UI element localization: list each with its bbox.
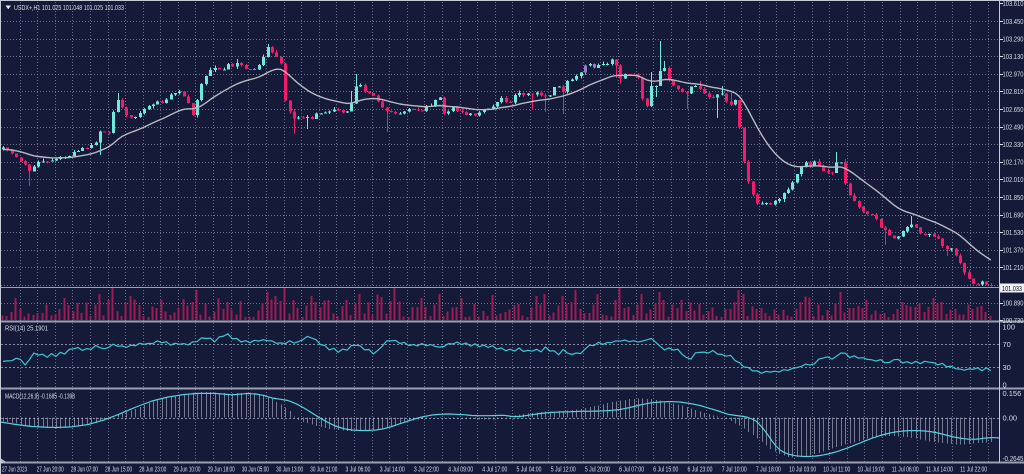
- svg-text:27 Jun 2023: 27 Jun 2023: [2, 465, 27, 474]
- svg-text:101.370: 101.370: [1003, 246, 1024, 255]
- svg-text:103.450: 103.450: [1003, 17, 1024, 26]
- svg-text:11 Jul 22:00: 11 Jul 22:00: [960, 465, 987, 474]
- svg-text:11 Jul 06:00: 11 Jul 06:00: [892, 465, 919, 474]
- svg-text:100: 100: [1003, 322, 1016, 331]
- svg-text:102.650: 102.650: [1003, 105, 1024, 114]
- svg-text:102.490: 102.490: [1003, 122, 1024, 131]
- svg-text:101.850: 101.850: [1003, 193, 1024, 202]
- svg-text:103.130: 103.130: [1003, 52, 1024, 61]
- svg-text:101.210: 101.210: [1003, 263, 1024, 272]
- svg-text:101.530: 101.530: [1003, 228, 1024, 237]
- svg-text:4 Jul 17:00: 4 Jul 17:00: [482, 465, 507, 474]
- svg-text:100.730: 100.730: [1003, 316, 1024, 325]
- svg-text:5 Jul 04:00: 5 Jul 04:00: [517, 465, 542, 474]
- svg-text:102.810: 102.810: [1003, 87, 1024, 96]
- svg-text:6 Jul 15:00: 6 Jul 15:00: [653, 465, 678, 474]
- svg-text:29 Jun 18:00: 29 Jun 18:00: [208, 465, 235, 474]
- svg-text:USDX+,H1 101.025 101.048 101.: USDX+,H1 101.025 101.048 101.025 101.033: [14, 3, 124, 12]
- svg-text:3 Jul 22:00: 3 Jul 22:00: [414, 465, 439, 474]
- svg-text:28 Jun 15:00: 28 Jun 15:00: [105, 465, 132, 474]
- svg-text:11 Jul 14:00: 11 Jul 14:00: [926, 465, 953, 474]
- svg-text:3 Jul 06:00: 3 Jul 06:00: [346, 465, 371, 474]
- svg-text:28 Jun 07:00: 28 Jun 07:00: [71, 465, 98, 474]
- svg-text:102.970: 102.970: [1003, 70, 1024, 79]
- svg-text:MACD(12,26,9) -0.1685 -0.1398: MACD(12,26,9) -0.1685 -0.1398: [5, 392, 75, 401]
- svg-text:100.890: 100.890: [1003, 298, 1024, 307]
- svg-text:4 Jul 09:00: 4 Jul 09:00: [448, 465, 473, 474]
- svg-text:0: 0: [1003, 380, 1007, 389]
- svg-text:6 Jul 23:00: 6 Jul 23:00: [688, 465, 713, 474]
- svg-text:70: 70: [1003, 340, 1011, 349]
- svg-text:28 Jun 23:00: 28 Jun 23:00: [139, 465, 166, 474]
- svg-text:0.156: 0.156: [1003, 389, 1022, 398]
- svg-text:30 Jun 13:00: 30 Jun 13:00: [276, 465, 303, 474]
- svg-text:27 Jun 20:00: 27 Jun 20:00: [37, 465, 64, 474]
- svg-text:-0.2645: -0.2645: [1003, 454, 1024, 463]
- svg-text:10 Jul 19:00: 10 Jul 19:00: [858, 465, 885, 474]
- svg-text:7 Jul 10:00: 7 Jul 10:00: [722, 465, 747, 474]
- svg-text:7 Jul 18:00: 7 Jul 18:00: [756, 465, 781, 474]
- svg-text:29 Jun 10:00: 29 Jun 10:00: [174, 465, 201, 474]
- svg-text:30 Jun 05:00: 30 Jun 05:00: [242, 465, 269, 474]
- svg-text:6 Jul 07:00: 6 Jul 07:00: [619, 465, 644, 474]
- svg-text:103.610: 103.610: [1003, 0, 1024, 8]
- svg-text:30 Jun 21:00: 30 Jun 21:00: [310, 465, 337, 474]
- svg-text:101.033: 101.033: [1002, 284, 1022, 293]
- svg-text:0.00: 0.00: [1003, 414, 1018, 423]
- svg-text:30: 30: [1003, 363, 1011, 372]
- svg-text:10 Jul 03:00: 10 Jul 03:00: [789, 465, 816, 474]
- svg-text:102.010: 102.010: [1003, 175, 1024, 184]
- svg-text:RSI(14) 25.1901: RSI(14) 25.1901: [5, 324, 48, 333]
- svg-text:5 Jul 20:00: 5 Jul 20:00: [585, 465, 610, 474]
- svg-text:102.170: 102.170: [1003, 158, 1024, 167]
- svg-text:10 Jul 11:00: 10 Jul 11:00: [823, 465, 850, 474]
- svg-text:3 Jul 14:00: 3 Jul 14:00: [380, 465, 405, 474]
- svg-text:102.330: 102.330: [1003, 140, 1024, 149]
- svg-text:101.690: 101.690: [1003, 210, 1024, 219]
- svg-text:103.290: 103.290: [1003, 34, 1024, 43]
- svg-text:5 Jul 12:00: 5 Jul 12:00: [551, 465, 576, 474]
